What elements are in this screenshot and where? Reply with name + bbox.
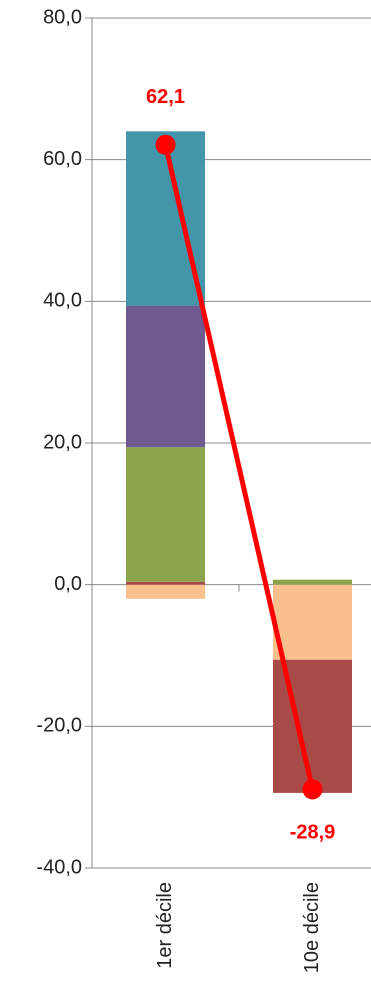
- line: [163, 144, 315, 790]
- bar-segment: [126, 584, 205, 599]
- y-tick-label: -20,0: [36, 715, 82, 737]
- bar-segment: [126, 131, 205, 306]
- bar-segment: [273, 579, 352, 585]
- y-tick-label: 40,0: [43, 290, 82, 312]
- bar-segment: [126, 581, 205, 585]
- y-tick-label: -40,0: [36, 856, 82, 878]
- bar-segment: [273, 584, 352, 660]
- x-tick-label: 1er décile: [154, 882, 176, 969]
- y-tick-label: 20,0: [43, 431, 82, 453]
- bar-segment: [126, 305, 205, 448]
- y-tick-label: 60,0: [43, 148, 82, 170]
- y-tick-label: 0,0: [54, 573, 82, 595]
- y-tick-label: 80,0: [43, 6, 82, 28]
- data-label: 62,1: [146, 86, 185, 108]
- line-marker: [155, 134, 176, 155]
- line-marker: [302, 779, 323, 800]
- bar-segment: [126, 447, 205, 582]
- x-tick-label: 10e décile: [301, 882, 323, 973]
- data-label: -28,9: [290, 822, 336, 844]
- bar-segment: [273, 659, 352, 793]
